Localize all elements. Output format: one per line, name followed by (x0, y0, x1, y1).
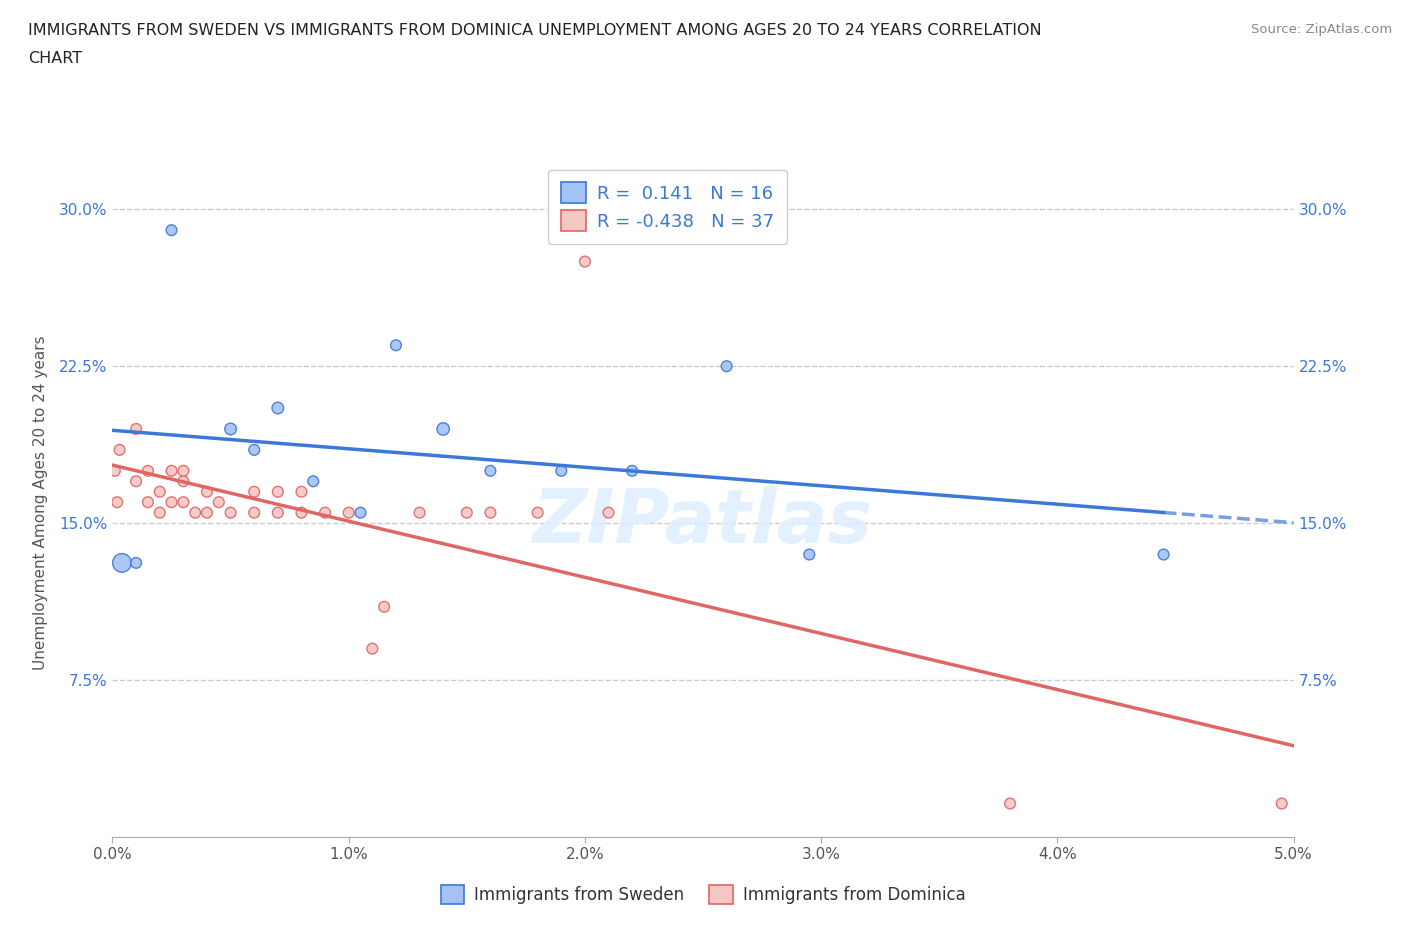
Point (302, 474, 325, 489)
Point (290, 485, 312, 499)
Text: ZIPatlas: ZIPatlas (533, 485, 873, 559)
Point (337, 505, 360, 520)
Point (716, 359, 738, 374)
Point (243, 505, 266, 520)
Point (621, 463, 644, 478)
Point (149, 485, 172, 499)
Point (149, 505, 172, 520)
Point (290, 505, 312, 520)
Point (998, 796, 1021, 811)
Point (195, 485, 218, 499)
Point (208, 495, 231, 510)
Point (373, 600, 395, 615)
Point (1271, 796, 1294, 811)
Point (385, 338, 408, 352)
Point (111, 555, 134, 570)
Point (432, 421, 454, 436)
Point (408, 505, 430, 520)
Point (160, 495, 183, 510)
Point (267, 505, 290, 520)
Point (105, 495, 128, 510)
Point (172, 463, 194, 478)
Y-axis label: Unemployment Among Ages 20 to 24 years: Unemployment Among Ages 20 to 24 years (32, 335, 48, 670)
Point (184, 505, 207, 520)
Point (108, 443, 131, 458)
Point (160, 463, 183, 478)
Point (219, 421, 242, 436)
Point (799, 547, 821, 562)
Point (479, 463, 502, 478)
Point (267, 401, 290, 416)
Point (136, 495, 159, 510)
Point (136, 463, 159, 478)
Point (456, 505, 478, 520)
Point (267, 485, 290, 499)
Point (526, 505, 548, 520)
Point (195, 505, 218, 520)
Point (125, 421, 148, 436)
Point (574, 254, 596, 269)
Point (598, 505, 620, 520)
Point (479, 505, 502, 520)
Text: Source: ZipAtlas.com: Source: ZipAtlas.com (1251, 23, 1392, 36)
Point (349, 505, 371, 520)
Point (1153, 547, 1175, 562)
Point (172, 495, 194, 510)
Legend: Immigrants from Sweden, Immigrants from Dominica: Immigrants from Sweden, Immigrants from … (429, 873, 977, 916)
Point (125, 474, 148, 489)
Point (243, 443, 266, 458)
Text: CHART: CHART (28, 51, 82, 66)
Point (160, 223, 183, 238)
Point (125, 555, 148, 570)
Point (243, 485, 266, 499)
Point (219, 505, 242, 520)
Point (550, 463, 572, 478)
Text: IMMIGRANTS FROM SWEDEN VS IMMIGRANTS FROM DOMINICA UNEMPLOYMENT AMONG AGES 20 TO: IMMIGRANTS FROM SWEDEN VS IMMIGRANTS FRO… (28, 23, 1042, 38)
Point (314, 505, 336, 520)
Point (104, 463, 127, 478)
Point (172, 474, 194, 489)
Point (361, 642, 384, 657)
